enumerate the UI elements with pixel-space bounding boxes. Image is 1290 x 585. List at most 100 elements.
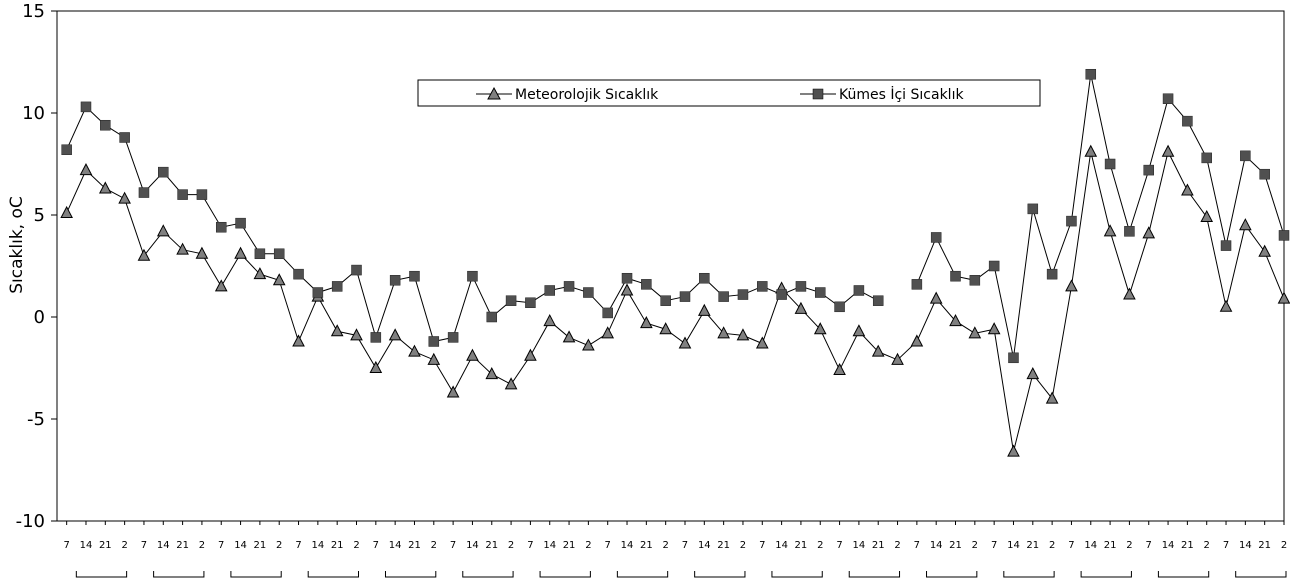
x-tick-label: 2 bbox=[508, 540, 514, 551]
data-point-square bbox=[950, 270, 961, 282]
data-point-square bbox=[467, 270, 478, 282]
data-point-square bbox=[1046, 268, 1058, 280]
data-point-square bbox=[602, 307, 613, 319]
x-tick-label: 7 bbox=[450, 540, 456, 551]
data-point-square bbox=[389, 275, 401, 286]
data-point-triangle bbox=[60, 205, 73, 218]
x-group-bracket bbox=[694, 571, 746, 578]
x-tick-label: 7 bbox=[605, 540, 611, 551]
series-line bbox=[916, 74, 1285, 358]
data-point-square bbox=[641, 279, 652, 290]
data-point-square bbox=[988, 260, 1000, 272]
series-layer bbox=[60, 68, 1290, 457]
x-tick-label: 21 bbox=[872, 540, 885, 551]
x-tick-label: 14 bbox=[389, 540, 402, 551]
x-tick-label: 2 bbox=[662, 540, 668, 551]
x-tick-label: 14 bbox=[1162, 540, 1175, 551]
x-tick-label: 2 bbox=[1281, 540, 1287, 551]
x-tick-label: 21 bbox=[99, 540, 112, 551]
data-point-square bbox=[621, 272, 633, 284]
x-group-bracket bbox=[153, 571, 205, 578]
data-point-triangle bbox=[833, 362, 846, 376]
x-tick-label: 7 bbox=[218, 540, 224, 551]
data-point-square bbox=[1104, 158, 1116, 170]
data-point-triangle bbox=[369, 360, 383, 373]
data-point-triangle bbox=[234, 246, 247, 259]
data-point-square bbox=[1143, 164, 1154, 176]
x-tick-label: 2 bbox=[585, 540, 591, 551]
x-tick-label: 2 bbox=[894, 540, 900, 551]
data-point-triangle bbox=[253, 267, 267, 280]
data-point-square bbox=[563, 281, 575, 292]
data-point-square bbox=[138, 187, 150, 198]
y-tick-label: -5 bbox=[27, 409, 45, 430]
x-group-bracket bbox=[1003, 571, 1055, 578]
data-point-square bbox=[1008, 352, 1019, 364]
data-point-square bbox=[776, 289, 787, 300]
data-point-triangle bbox=[292, 334, 305, 347]
x-group-bracket bbox=[1080, 571, 1132, 578]
data-point-triangle bbox=[1026, 367, 1040, 380]
data-point-triangle bbox=[524, 348, 537, 361]
x-tick-label: 21 bbox=[640, 540, 653, 551]
data-point-triangle bbox=[1103, 224, 1117, 237]
data-point-square bbox=[254, 248, 266, 260]
data-point-square bbox=[1220, 240, 1232, 251]
x-tick-label: 7 bbox=[682, 540, 688, 551]
legend: Meteorolojik Sıcaklık Kümes İçi Sıcaklık bbox=[417, 79, 1041, 107]
data-point-triangle bbox=[1045, 391, 1059, 404]
data-point-triangle bbox=[330, 324, 344, 337]
data-point-triangle bbox=[1277, 291, 1290, 304]
x-tick-label: 14 bbox=[775, 540, 788, 551]
x-tick-label: 7 bbox=[1068, 540, 1074, 551]
x-tick-label: 21 bbox=[949, 540, 962, 551]
data-point-square bbox=[583, 287, 594, 298]
x-axis-ticks: 7 14 21 2 7 14 21 2 7 14 21 2 7 14 21 2 7 14 21 2 7 14 21 2 7 14 2… bbox=[63, 521, 1287, 551]
x-tick-label: 7 bbox=[373, 540, 379, 551]
legend-marker-square bbox=[812, 88, 824, 100]
y-axis-label: Sıcaklık, oC bbox=[7, 196, 27, 294]
data-point-square bbox=[196, 189, 208, 200]
data-point-triangle bbox=[620, 283, 634, 296]
data-point-square bbox=[1124, 226, 1135, 237]
data-point-square bbox=[834, 301, 845, 313]
data-point-triangle bbox=[562, 330, 576, 343]
x-group-bracket bbox=[848, 571, 901, 578]
data-point-square bbox=[679, 291, 691, 302]
data-point-square bbox=[1201, 152, 1212, 164]
data-point-triangle bbox=[929, 291, 943, 304]
x-tick-label: 7 bbox=[836, 540, 842, 551]
data-point-square bbox=[100, 119, 111, 131]
x-tick-label: 21 bbox=[795, 540, 808, 551]
x-tick-label: 2 bbox=[1049, 540, 1055, 551]
x-tick-label: 2 bbox=[121, 540, 127, 551]
x-tick-label: 7 bbox=[141, 540, 147, 551]
x-tick-label: 2 bbox=[353, 540, 359, 551]
data-point-square bbox=[525, 297, 536, 308]
data-point-square bbox=[1085, 68, 1097, 80]
data-point-square bbox=[930, 232, 942, 243]
data-point-square bbox=[1182, 115, 1193, 127]
x-tick-label: 2 bbox=[199, 540, 205, 551]
x-tick-label: 14 bbox=[466, 540, 479, 551]
data-point-square bbox=[815, 287, 826, 298]
legend-label-meteorolojik: Meteorolojik Sıcaklık bbox=[515, 87, 659, 103]
x-axis-group-brackets bbox=[75, 571, 1287, 578]
x-tick-label: 7 bbox=[295, 540, 301, 551]
x-tick-label: 2 bbox=[276, 540, 282, 551]
data-point-triangle bbox=[388, 328, 402, 341]
x-tick-label: 21 bbox=[408, 540, 421, 551]
x-tick-label: 21 bbox=[1181, 540, 1194, 551]
x-tick-label: 7 bbox=[527, 540, 533, 551]
x-tick-label: 2 bbox=[1204, 540, 1210, 551]
data-point-triangle bbox=[755, 336, 769, 349]
x-tick-label: 2 bbox=[431, 540, 437, 551]
data-point-triangle bbox=[1123, 287, 1136, 300]
data-point-square bbox=[293, 268, 304, 280]
y-tick-label: 15 bbox=[22, 1, 45, 22]
data-point-triangle bbox=[987, 322, 1001, 335]
data-point-triangle bbox=[485, 367, 499, 380]
y-axis-ticks: 15 10 5 0 -5 -10 bbox=[16, 1, 57, 532]
data-point-triangle bbox=[1084, 144, 1098, 157]
data-point-square bbox=[273, 248, 285, 260]
